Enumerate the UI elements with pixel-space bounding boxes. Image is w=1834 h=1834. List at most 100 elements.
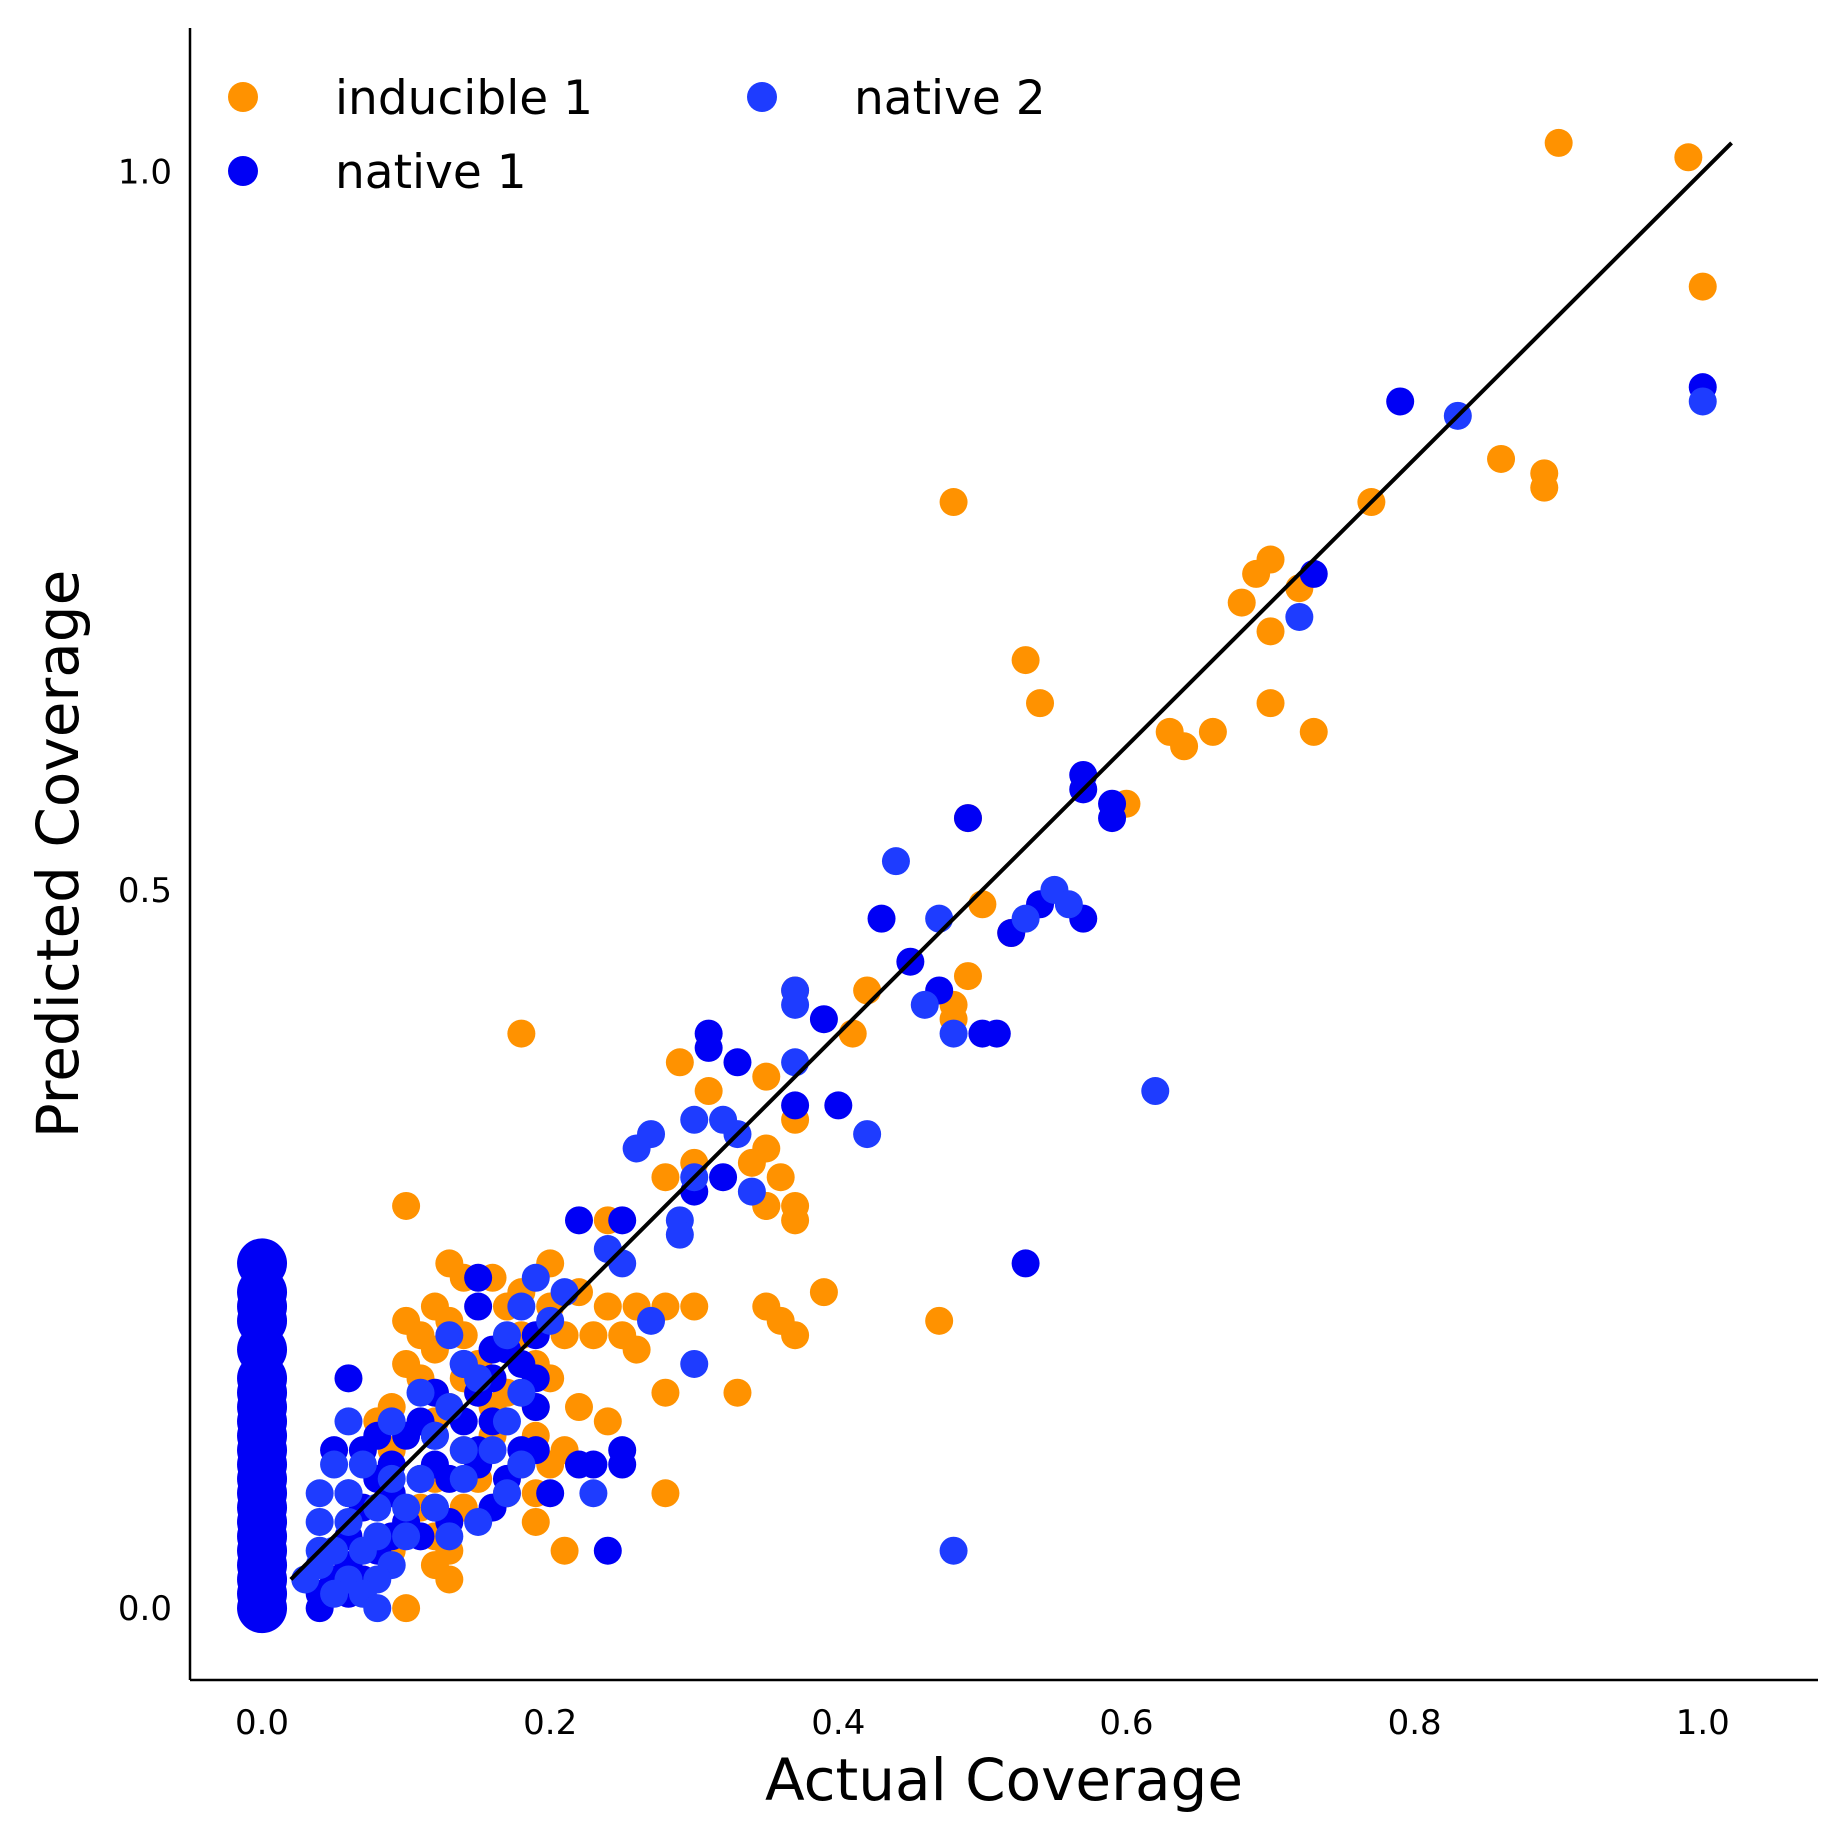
y-tick-label: 0.5 [118, 871, 172, 911]
data-point [766, 1163, 795, 1192]
data-point [593, 1292, 622, 1321]
data-point [1011, 1249, 1040, 1278]
data-point [680, 1105, 709, 1134]
data-point [406, 1464, 435, 1493]
data-point [507, 1450, 536, 1479]
data-point [953, 962, 982, 991]
data-point [507, 1019, 536, 1048]
data-point [637, 1306, 666, 1335]
data-point [464, 1292, 493, 1321]
x-axis-title: Actual Coverage [765, 1746, 1243, 1814]
data-point [348, 1536, 377, 1565]
x-tick-label: 1.0 [1676, 1703, 1730, 1743]
data-point [781, 1048, 810, 1077]
data-point [1299, 559, 1328, 588]
data-point [449, 1464, 478, 1493]
data-point [420, 1493, 449, 1522]
data-point [1227, 588, 1256, 617]
data-point [478, 1436, 507, 1465]
data-point [1674, 143, 1703, 172]
data-point [435, 1522, 464, 1551]
data-point [1530, 473, 1559, 502]
data-point [579, 1479, 608, 1508]
data-point [939, 488, 968, 517]
data-point [637, 1120, 666, 1149]
legend-marker [747, 82, 777, 112]
data-points [237, 128, 1717, 1634]
data-point [305, 1479, 334, 1508]
data-point [1487, 444, 1516, 473]
data-point [1285, 602, 1314, 631]
y-axis-title: Predicted Coverage [24, 570, 92, 1139]
data-point [464, 1263, 493, 1292]
data-point [435, 1393, 464, 1422]
data-point [953, 804, 982, 833]
legend-label: native 2 [854, 71, 1046, 126]
data-point [1544, 128, 1573, 157]
data-point [334, 1364, 363, 1393]
data-point [492, 1321, 521, 1350]
data-point [406, 1378, 435, 1407]
legend-marker [228, 156, 258, 186]
data-point [651, 1163, 680, 1192]
data-point [694, 1033, 723, 1062]
data-point [651, 1479, 680, 1508]
data-point [521, 1507, 550, 1536]
data-point [579, 1450, 608, 1479]
data-point [737, 1177, 766, 1206]
data-point [593, 1407, 622, 1436]
data-point [1011, 646, 1040, 675]
data-point [392, 1493, 421, 1522]
data-point [435, 1321, 464, 1350]
data-point [651, 1378, 680, 1407]
data-point [781, 1321, 810, 1350]
data-point [665, 1048, 694, 1077]
data-point [737, 1148, 766, 1177]
data-point [1256, 689, 1285, 718]
data-point [392, 1594, 421, 1623]
legend-label: inducible 1 [335, 71, 593, 126]
legend-label: native 1 [335, 145, 527, 200]
data-point [838, 1019, 867, 1048]
data-point [1170, 732, 1199, 761]
data-point [348, 1450, 377, 1479]
data-point [1688, 387, 1717, 416]
data-point [925, 904, 954, 933]
x-axis-ticks: 0.0 0.2 0.4 0.6 0.8 1.0 [235, 1703, 1730, 1743]
data-point [694, 1077, 723, 1106]
data-point [781, 990, 810, 1019]
data-point [608, 1249, 637, 1278]
data-point [1299, 717, 1328, 746]
data-point [237, 1583, 288, 1634]
data-point [305, 1507, 334, 1536]
data-point [492, 1479, 521, 1508]
data-point [608, 1450, 637, 1479]
data-point [464, 1507, 493, 1536]
data-point [853, 976, 882, 1005]
data-point [781, 1206, 810, 1235]
data-point [939, 1536, 968, 1565]
legend-item: native 2 [747, 71, 1046, 126]
data-point [867, 904, 896, 933]
x-tick-label: 0.0 [235, 1703, 289, 1743]
data-point [1386, 387, 1415, 416]
data-point [1198, 717, 1227, 746]
x-tick-label: 0.4 [811, 1703, 865, 1743]
data-point [334, 1407, 363, 1436]
x-tick-label: 0.6 [1099, 1703, 1153, 1743]
data-point [968, 890, 997, 919]
data-point [608, 1206, 637, 1235]
data-point [320, 1579, 349, 1608]
data-point [377, 1407, 406, 1436]
data-point [1011, 904, 1040, 933]
data-point [521, 1263, 550, 1292]
data-point [622, 1335, 651, 1364]
data-point [752, 1062, 781, 1091]
data-point [1256, 617, 1285, 646]
data-point [449, 1436, 478, 1465]
legend-marker [228, 82, 258, 112]
data-point [435, 1565, 464, 1594]
data-point [464, 1364, 493, 1393]
data-point [1054, 890, 1083, 919]
